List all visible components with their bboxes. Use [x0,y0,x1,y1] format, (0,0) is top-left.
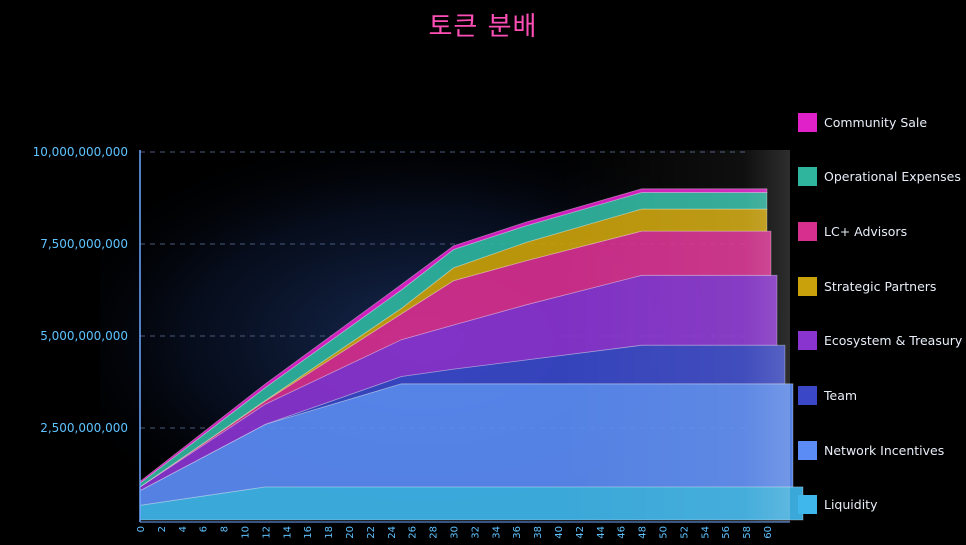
legend-item-liquidity: Liquidity [798,495,877,515]
x-tick-label: 16 [303,526,314,539]
y-tick-labels: 2,500,000,000 5,000,000,000 7,500,000,000 1… [33,145,128,435]
axes [139,150,790,523]
legend-swatch [798,495,817,515]
legend-label: Community Sale [824,114,928,130]
x-tick-label: 0 [136,526,147,532]
x-tick-label: 28 [429,526,440,539]
x-tick-label: 36 [512,526,523,539]
legend-item-team: Team [798,386,857,406]
x-tick-label: 34 [491,526,502,539]
legend-swatch [798,331,817,351]
legend-item-operational-expenses: Operational Expenses [798,167,961,187]
legend-swatch [798,112,817,132]
x-tick-label: 54 [700,526,711,539]
x-tick-label: 2 [157,526,168,532]
legend-label: LC+ Advisors [824,223,908,239]
x-tick-label: 22 [366,526,377,539]
y-tick-label: 5,000,000,000 [40,329,128,343]
x-tick-label: 32 [470,526,481,539]
x-tick-label: 44 [596,526,607,539]
x-tick-label: 48 [638,526,649,539]
area-series-group [139,150,804,522]
x-tick-label: 26 [408,526,419,539]
x-tick-label: 12 [261,526,272,539]
chart-title: 토큰 분배 [428,12,538,42]
legend-swatch [798,386,817,405]
x-tick-label: 40 [554,526,565,539]
x-tick-label: 52 [679,526,690,539]
legend-item-strategic-partners: Strategic Partners [798,276,936,296]
x-tick-labels: 0 2 4 6 8 10 12 14 16 18 20 22 24 26 28 30 32 34 36 38 40 42 4… [136,526,774,539]
x-tick-label: 24 [387,526,398,539]
x-tick-label: 42 [575,526,586,539]
y-tick-label: 10,000,000,000 [33,145,128,159]
y-tick-label: 7,500,000,000 [40,237,128,251]
legend-item-community-sale: Community Sale [798,112,927,132]
legend-label: Liquidity [824,497,878,513]
legend-label: Strategic Partners [824,278,937,294]
x-tick-label: 46 [617,526,628,539]
x-tick-label: 38 [533,526,544,539]
legend-item-ecosystem-treasury: Ecosystem & Treasury [798,331,962,351]
legend-item-network-incentives: Network Incentives [798,440,944,460]
area-fade-overlay [560,150,790,522]
legend-label: Network Incentives [824,442,945,458]
x-tick-label: 6 [199,526,210,532]
x-tick-label: 4 [178,526,189,532]
x-tick-label: 18 [324,526,335,539]
legend-item-lc-advisors: LC+ Advisors [798,221,907,241]
x-tick-label: 20 [345,526,356,539]
y-tick-label: 2,500,000,000 [40,421,128,435]
legend-label: Operational Expenses [824,169,961,185]
x-tick-label: 60 [763,526,774,539]
x-tick-label: 14 [282,526,293,539]
x-tick-label: 30 [450,526,461,539]
x-tick-label: 50 [659,526,670,539]
legend-swatch [798,276,817,296]
x-tick-label: 10 [241,526,252,539]
legend-label: Team [824,388,858,403]
legend-swatch [798,221,817,241]
legend-swatch [798,167,817,187]
legend-swatch [798,440,817,460]
legend-label: Ecosystem & Treasury [824,333,963,349]
x-tick-label: 58 [742,526,753,539]
x-tick-label: 8 [220,526,231,532]
x-tick-label: 56 [721,526,732,539]
